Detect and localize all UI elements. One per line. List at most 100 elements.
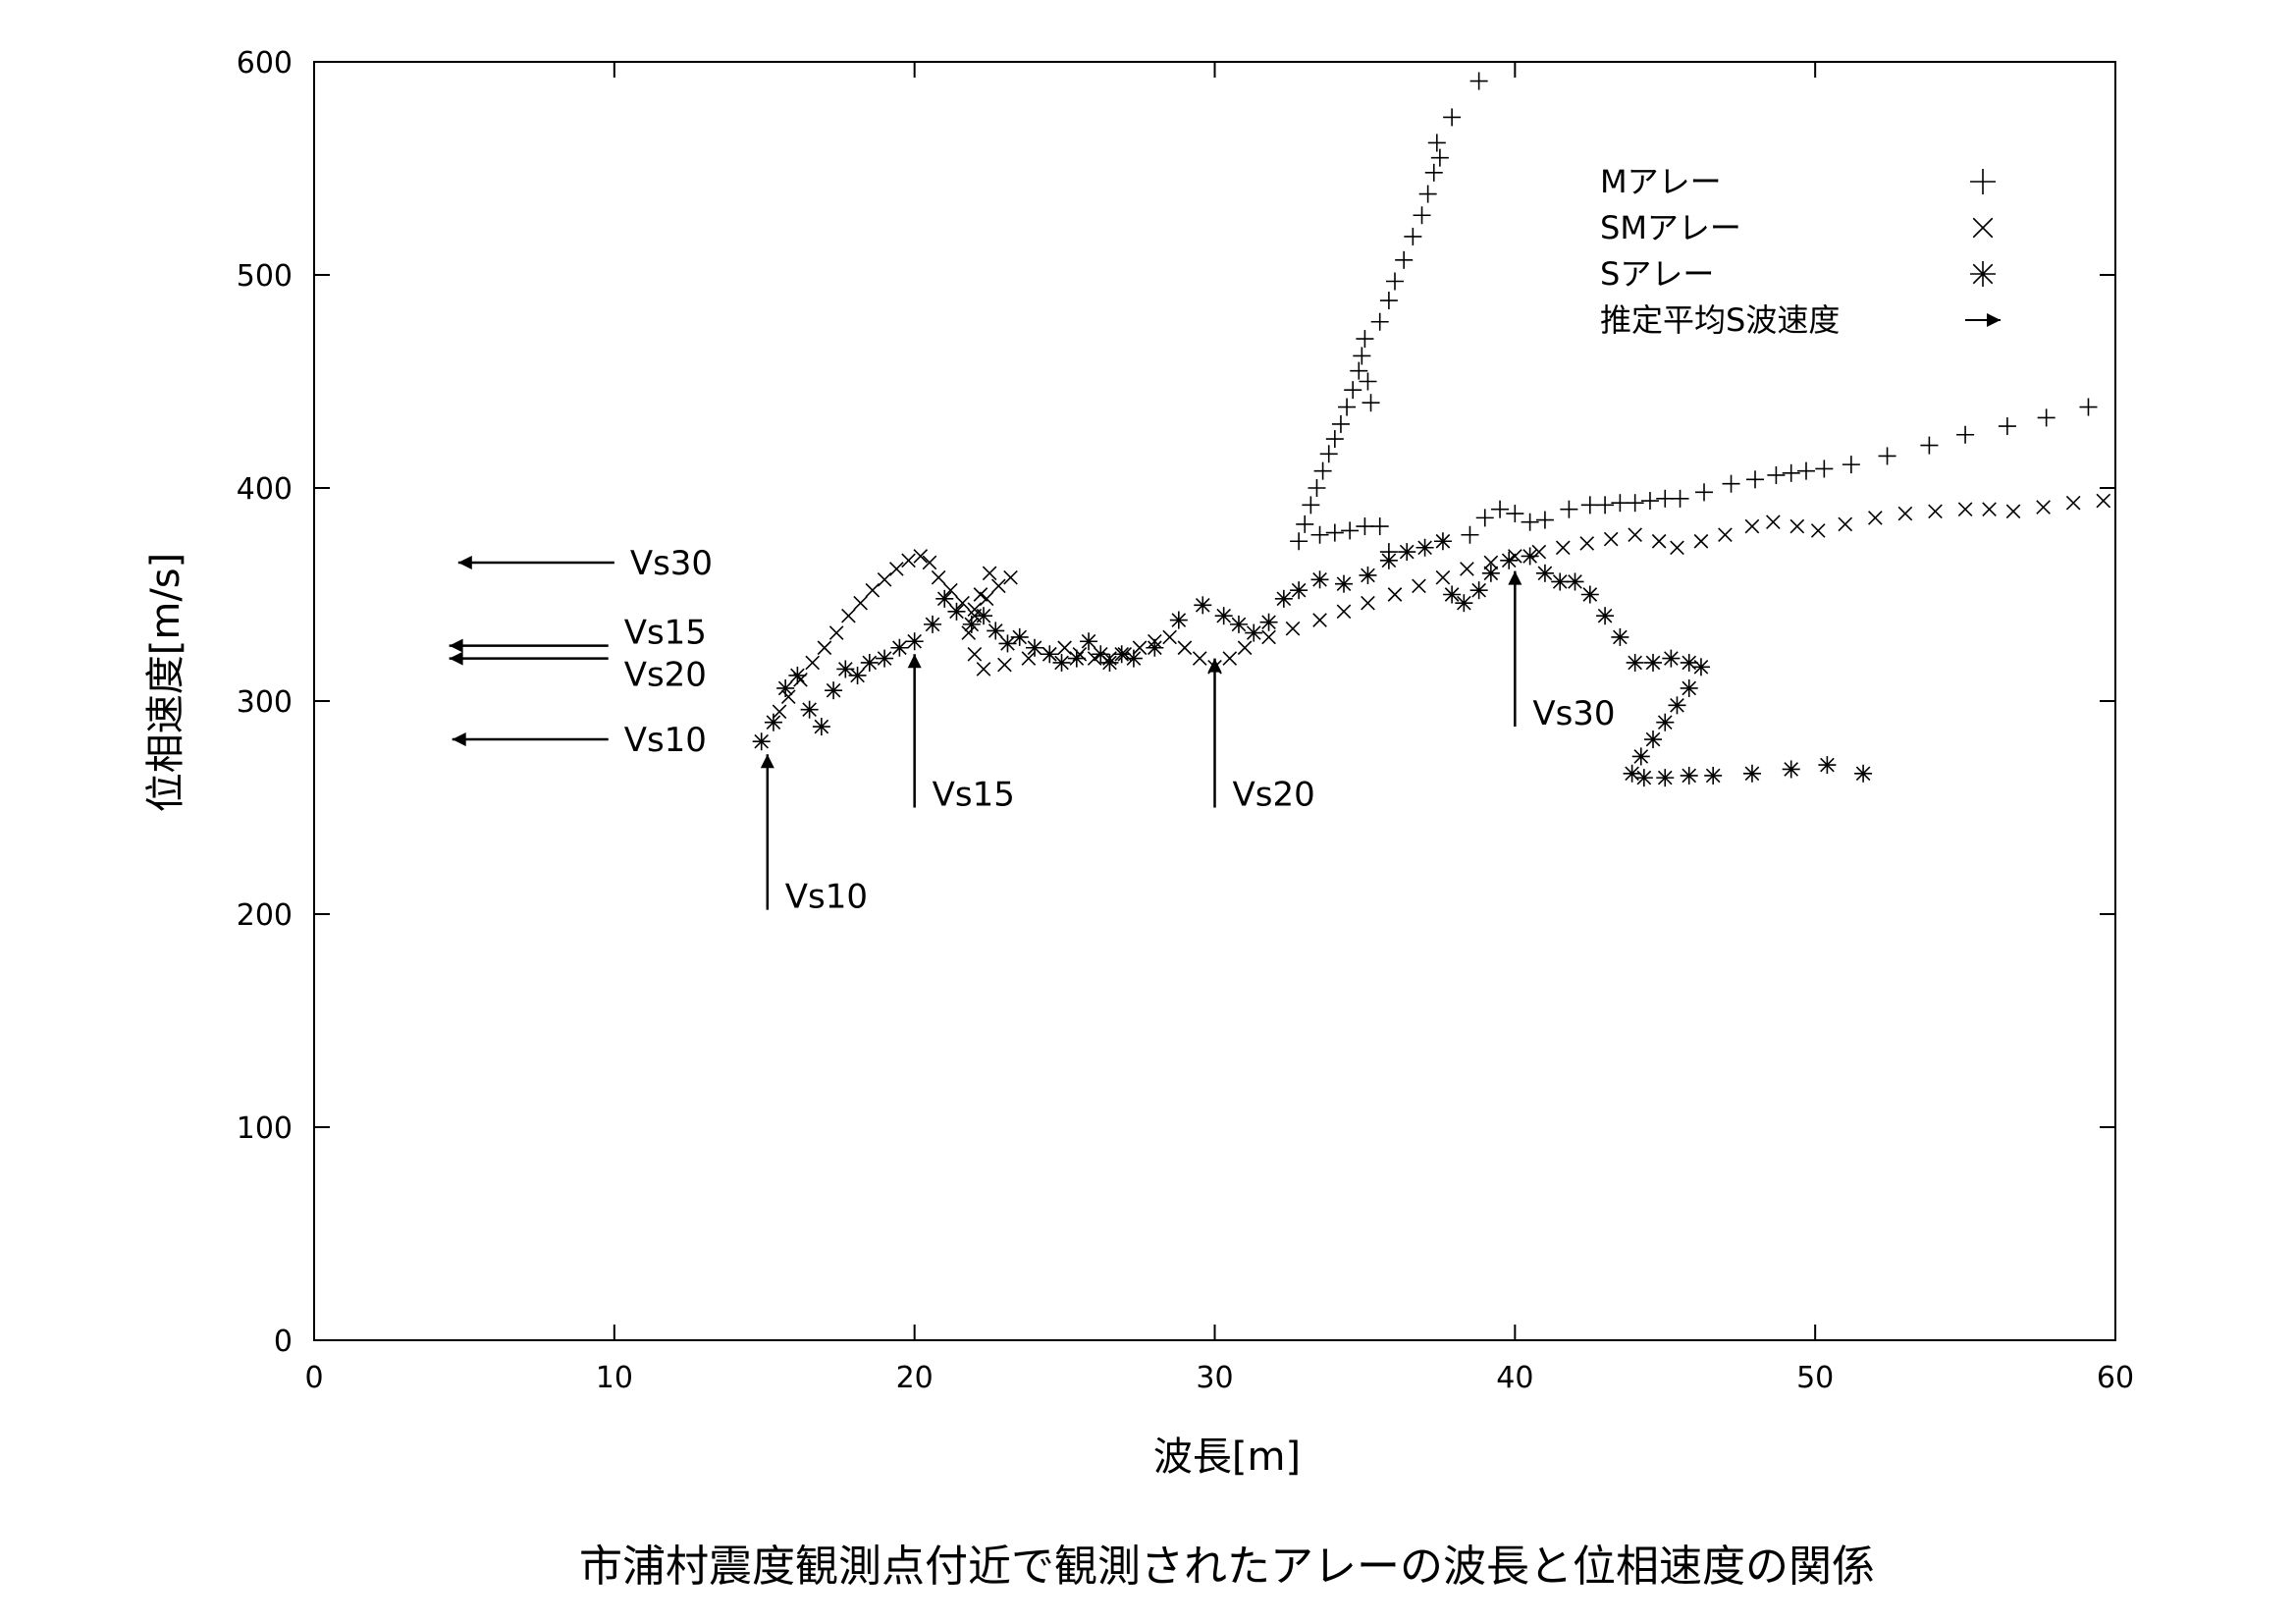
data-point-plus	[1535, 511, 1554, 529]
x-tick-label: 40	[1496, 1361, 1533, 1395]
vs-arrow-label: Vs20	[1233, 776, 1315, 815]
vs-arrow-label: Vs30	[630, 544, 713, 583]
data-point-x	[1766, 514, 1781, 530]
y-tick-label: 600	[237, 46, 293, 81]
data-point-plus	[1475, 509, 1494, 527]
data-point-plus	[1506, 505, 1524, 523]
data-point-asterisk	[1067, 649, 1086, 668]
data-point-x	[1387, 587, 1403, 602]
legend-symbol-x	[1972, 217, 1994, 239]
x-tick-label: 20	[896, 1361, 934, 1395]
data-point-plus	[1695, 483, 1714, 502]
data-point-asterisk	[962, 615, 981, 633]
data-point-x	[1261, 629, 1276, 645]
data-point-plus	[1313, 461, 1332, 480]
data-point-x	[1957, 502, 1973, 517]
data-point-x	[1838, 516, 1853, 532]
data-point-asterisk	[1335, 574, 1354, 593]
x-tick-label: 30	[1196, 1361, 1233, 1395]
data-point-x	[922, 555, 937, 570]
x-tick-label: 60	[2097, 1361, 2134, 1395]
data-point-asterisk	[1146, 638, 1164, 657]
vs-arrow-label: Vs15	[933, 776, 1015, 815]
data-point-plus	[1842, 456, 1860, 474]
data-point-x	[780, 689, 796, 704]
data-point-asterisk	[1656, 769, 1675, 787]
data-point-plus	[1302, 496, 1320, 514]
data-point-asterisk	[987, 622, 1005, 640]
data-point-x	[979, 591, 994, 607]
data-point-asterisk	[1580, 585, 1599, 604]
data-point-plus	[1386, 272, 1404, 291]
data-point-asterisk	[876, 649, 894, 668]
data-point-asterisk	[1194, 596, 1212, 615]
data-point-asterisk	[1680, 678, 1698, 697]
data-point-plus	[1640, 492, 1659, 511]
data-point-asterisk	[1310, 570, 1329, 589]
data-point-asterisk	[1041, 645, 1059, 664]
y-tick-label: 100	[237, 1111, 293, 1146]
data-point-asterisk	[1124, 649, 1143, 668]
data-point-asterisk	[1100, 653, 1119, 672]
y-tick-label: 200	[237, 898, 293, 933]
legend-label: SMアレー	[1600, 209, 1741, 246]
data-point-x	[1897, 506, 1913, 521]
data-point-asterisk	[975, 607, 993, 625]
data-point-x	[961, 625, 977, 640]
vs-arrow-label: Vs20	[624, 656, 707, 695]
data-point-x	[1651, 533, 1667, 549]
data-point-x	[1361, 595, 1375, 611]
legend-label: Sアレー	[1600, 255, 1714, 293]
data-point-asterisk	[1433, 532, 1452, 551]
legend-symbol-plus	[1970, 169, 1996, 194]
data-point-plus	[1767, 465, 1786, 484]
data-point-asterisk	[776, 678, 795, 697]
data-point-x	[982, 566, 997, 581]
data-point-x	[1460, 562, 1474, 576]
data-point-asterisk	[1245, 623, 1263, 642]
data-point-plus	[1359, 372, 1377, 391]
data-point-plus	[1353, 347, 1371, 365]
data-point-asterisk	[1052, 653, 1071, 672]
data-point-asterisk	[1521, 547, 1539, 566]
data-point-asterisk	[1626, 653, 1644, 672]
data-point-plus	[1413, 206, 1431, 225]
data-point-plus	[1580, 496, 1599, 514]
data-point-plus	[1878, 447, 1896, 465]
x-axis-title: 波長[m]	[1153, 1435, 1301, 1480]
data-point-asterisk	[1469, 581, 1488, 600]
data-point-asterisk	[1634, 769, 1653, 787]
data-point-plus	[1427, 134, 1446, 152]
data-point-plus	[1671, 489, 1689, 508]
data-point-plus	[1560, 500, 1578, 518]
data-point-x	[1670, 540, 1684, 556]
data-point-asterisk	[1662, 649, 1681, 668]
data-point-x	[1132, 640, 1148, 656]
figure-caption: 市浦村震度観測点付近で観測されたアレーの波長と位相速度の関係	[579, 1542, 1875, 1592]
data-point-plus	[1356, 330, 1374, 349]
data-point-x	[1928, 504, 1943, 519]
data-point-x	[1789, 518, 1805, 534]
data-point-plus	[1815, 460, 1834, 478]
data-point-x	[967, 602, 983, 618]
data-point-x	[853, 595, 868, 611]
data-point-plus	[1331, 414, 1350, 433]
data-point-x	[990, 578, 1006, 594]
y-tick-label: 500	[237, 259, 293, 294]
data-point-plus	[1418, 185, 1437, 203]
data-point-plus	[1338, 398, 1357, 416]
data-point-plus	[1596, 496, 1615, 514]
data-point-x	[997, 657, 1012, 673]
data-point-plus	[1491, 500, 1510, 518]
data-point-plus	[1370, 312, 1389, 331]
legend-symbol-asterisk	[1970, 261, 1996, 287]
data-point-plus	[2079, 398, 2098, 416]
data-point-x	[772, 704, 787, 720]
axis-ticks	[313, 61, 2116, 1341]
data-point-x	[1222, 651, 1238, 666]
legend-label: Mアレー	[1600, 163, 1722, 200]
data-point-asterisk	[1010, 627, 1029, 646]
data-point-x	[865, 582, 881, 598]
data-point-plus	[1424, 163, 1443, 182]
